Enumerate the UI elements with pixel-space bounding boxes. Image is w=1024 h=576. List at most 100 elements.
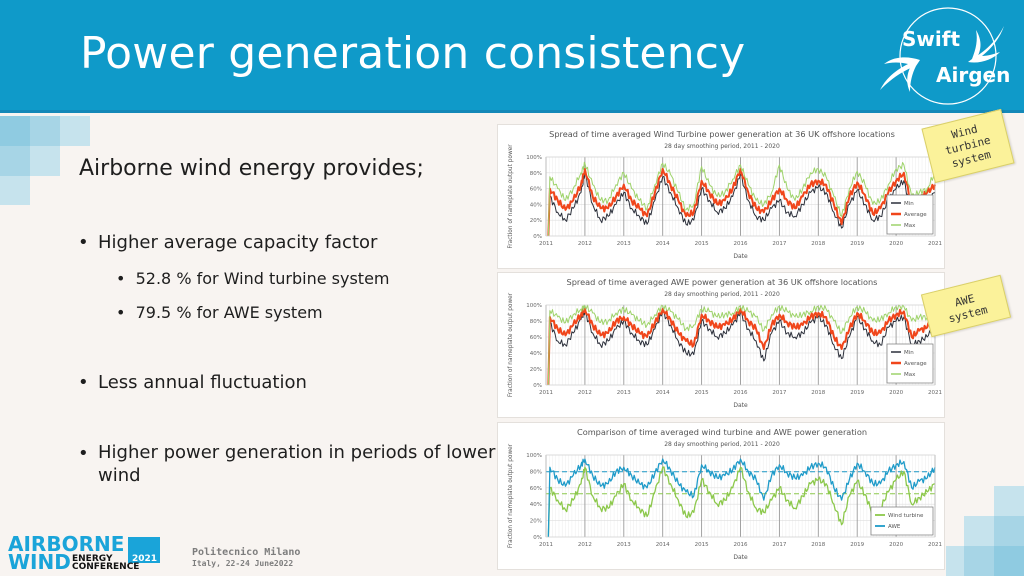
legend-label: Average — [904, 212, 927, 218]
series-line-max — [547, 304, 936, 386]
x-tick-label: 2015 — [695, 542, 709, 548]
y-tick-label: 40% — [530, 202, 542, 208]
decor-square — [0, 116, 30, 146]
y-tick-label: 100% — [526, 155, 542, 161]
x-tick-label: 2021 — [928, 390, 942, 396]
awec-airborne: AIRBORNE — [8, 532, 125, 556]
awec-wind: WIND — [8, 550, 71, 574]
x-tick-label: 2013 — [617, 390, 631, 396]
y-tick-label: 80% — [530, 171, 542, 177]
sub-bullet-item: • 79.5 % for AWE system — [116, 303, 323, 322]
x-tick-label: 2015 — [695, 390, 709, 396]
decor-square — [994, 546, 1024, 576]
x-tick-label: 2020 — [889, 390, 903, 396]
sticky-note-wind-turbine: Wind turbine system — [921, 108, 1015, 184]
x-tick-label: 2019 — [850, 390, 864, 396]
decor-square — [994, 486, 1024, 516]
decor-square — [964, 546, 994, 576]
legend-label: Min — [904, 350, 914, 356]
series-line-average — [547, 167, 936, 237]
y-tick-label: 40% — [530, 351, 542, 357]
legend-label: Wind turbine — [888, 513, 924, 519]
legend-box — [870, 506, 934, 536]
y-tick-label: 80% — [530, 469, 542, 475]
chart-title: Spread of time averaged Wind Turbine pow… — [549, 129, 895, 139]
y-tick-label: 60% — [530, 335, 542, 341]
x-tick-label: 2019 — [850, 542, 864, 548]
intro-text: Airborne wind energy provides; — [79, 156, 424, 181]
series-line-wind-turbine — [547, 466, 936, 538]
bullet-text: Higher power generation in periods of lo… — [98, 442, 496, 486]
x-tick-label: 2014 — [656, 542, 670, 548]
awec-blue-square — [128, 537, 160, 563]
series-line-awe — [547, 458, 936, 538]
x-tick-label: 2017 — [772, 542, 786, 548]
decor-square — [964, 516, 994, 546]
legend-label: AWE — [888, 524, 901, 530]
chart-title: Spread of time averaged AWE power genera… — [567, 277, 878, 287]
comparison-chart: Comparison of time averaged wind turbine… — [497, 422, 945, 570]
x-tick-label: 2012 — [578, 390, 592, 396]
series-line-average — [547, 308, 936, 386]
y-tick-label: 60% — [530, 486, 542, 492]
x-tick-label: 2011 — [539, 542, 553, 548]
decor-square — [60, 116, 90, 146]
plot-area — [545, 454, 936, 538]
x-axis-label: Date — [733, 253, 748, 260]
x-tick-label: 2017 — [772, 390, 786, 396]
logo-circle — [899, 7, 997, 105]
chart-subtitle: 28 day smoothing period, 2011 - 2020 — [664, 143, 780, 150]
chart-subtitle: 28 day smoothing period, 2011 - 2020 — [664, 291, 780, 298]
sub-bullet-item: • 52.8 % for Wind turbine system — [116, 269, 390, 288]
y-axis-label: Fraction of nameplate output power — [508, 144, 514, 249]
x-tick-label: 2021 — [928, 542, 942, 548]
swift-bird-icon — [880, 57, 920, 92]
legend-label: Average — [904, 361, 927, 367]
y-tick-label: 0% — [533, 234, 542, 240]
y-tick-label: 60% — [530, 187, 542, 193]
sub-bullet-text: 79.5 % for AWE system — [135, 303, 323, 322]
x-axis-label: Date — [733, 402, 748, 409]
y-tick-label: 100% — [526, 453, 542, 459]
plot-area — [545, 156, 936, 237]
bullet-text: Higher average capacity factor — [98, 232, 378, 253]
decor-square — [30, 146, 60, 176]
x-tick-label: 2011 — [539, 241, 553, 247]
y-tick-label: 0% — [533, 535, 542, 541]
bullet-dot: • — [116, 303, 136, 322]
decor-square — [994, 516, 1024, 546]
awec-energy: ENERGY — [72, 554, 113, 564]
awe-chart: Spread of time averaged AWE power genera… — [497, 272, 945, 418]
slide-title: Power generation consistency — [80, 28, 746, 79]
x-tick-label: 2016 — [734, 542, 748, 548]
header-bar: Power generation consistency Swift Airge… — [0, 0, 1024, 113]
x-tick-label: 2018 — [811, 390, 825, 396]
x-tick-label: 2019 — [850, 241, 864, 247]
x-tick-label: 2020 — [889, 241, 903, 247]
x-tick-label: 2012 — [578, 542, 592, 548]
x-tick-label: 2017 — [772, 241, 786, 247]
legend-label: Max — [904, 223, 916, 229]
venue: Politecnico Milano Italy, 22-24 June2022 — [192, 547, 300, 568]
bullet-dot: • — [116, 269, 136, 288]
x-tick-label: 2012 — [578, 241, 592, 247]
x-tick-label: 2016 — [734, 390, 748, 396]
venue-date: Italy, 22-24 June2022 — [192, 559, 294, 568]
legend-label: Max — [904, 372, 916, 378]
x-tick-label: 2018 — [811, 542, 825, 548]
y-tick-label: 100% — [526, 303, 542, 309]
decor-square — [0, 176, 30, 205]
legend-label: Min — [904, 201, 914, 207]
y-axis-label: Fraction of nameplate output power — [508, 292, 514, 397]
logo-text-airgen: Airgen — [936, 63, 1010, 87]
x-tick-label: 2011 — [539, 390, 553, 396]
x-tick-label: 2013 — [617, 241, 631, 247]
y-tick-label: 40% — [530, 502, 542, 508]
bullet-dot: • — [78, 443, 89, 464]
bullet-text: Less annual fluctuation — [98, 372, 307, 393]
x-tick-label: 2014 — [656, 241, 670, 247]
logo-text-swift: Swift — [902, 27, 960, 51]
venue-name: Politecnico Milano — [192, 547, 301, 558]
y-axis-label: Fraction of nameplate output power — [508, 443, 514, 548]
